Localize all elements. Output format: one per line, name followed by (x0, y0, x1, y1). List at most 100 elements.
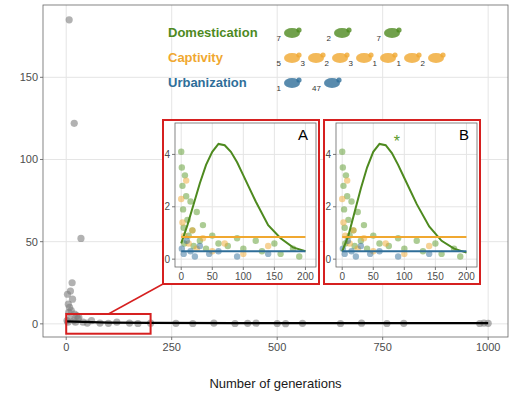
plot-background (43, 5, 508, 337)
grid-line (243, 123, 244, 267)
point (66, 16, 73, 23)
panel-letter: A (298, 126, 308, 143)
point (344, 177, 350, 183)
point (361, 222, 367, 228)
legend-icon (296, 77, 301, 82)
x-tick-label: 0 (339, 271, 345, 282)
legend-count: 5 (277, 59, 282, 68)
point (353, 253, 359, 259)
point (382, 240, 388, 246)
point (194, 209, 200, 215)
tick-mark (342, 267, 343, 270)
tick-mark (373, 267, 374, 270)
series-line (66, 321, 488, 323)
tick-mark (172, 154, 175, 155)
point (395, 253, 401, 259)
legend-count: 1 (277, 84, 282, 93)
x-tick-label: 750 (373, 341, 391, 353)
grid-line (342, 123, 343, 267)
marks (178, 144, 305, 260)
tick-mark (333, 154, 336, 155)
legend-icon (392, 52, 397, 57)
legend-icon (346, 27, 351, 32)
series-line (342, 144, 466, 253)
tick-mark (243, 267, 244, 270)
point (432, 240, 438, 246)
x-tick-label: 1000 (476, 341, 500, 353)
point (221, 240, 227, 246)
point (348, 198, 354, 204)
tick-mark (277, 337, 278, 340)
tick-mark (172, 259, 175, 260)
point (340, 219, 346, 225)
grid-line (212, 123, 213, 267)
grid-line (175, 154, 316, 155)
plot-background (175, 123, 316, 267)
x-tick-label: 50 (368, 271, 380, 282)
chart-root: 02505007501000050100150Number of generat… (0, 0, 515, 401)
point (179, 219, 185, 225)
y-tick-label: 2 (164, 201, 170, 212)
point (339, 149, 345, 155)
x-tick-label: 100 (235, 271, 252, 282)
tick-mark (66, 337, 67, 340)
grid-line (43, 77, 508, 78)
grid-line (305, 123, 306, 267)
point (234, 253, 240, 259)
x-tick-label: 50 (207, 271, 219, 282)
y-tick-label: 150 (20, 71, 38, 83)
marks (339, 144, 466, 260)
y-tick-label: 0 (164, 254, 170, 265)
point (339, 196, 345, 202)
legend-count: 1 (373, 59, 378, 68)
point (183, 177, 189, 183)
legend-icon (396, 27, 401, 32)
point (189, 227, 195, 233)
y-tick-label: 50 (26, 236, 38, 248)
y-tick-label: 2 (325, 201, 331, 212)
x-tick-label: 500 (268, 341, 286, 353)
point (197, 243, 203, 249)
point (296, 253, 302, 259)
series-line (342, 250, 466, 252)
tick-mark (40, 77, 43, 78)
series-line (181, 250, 305, 252)
y-tick-label: 0 (32, 318, 38, 330)
point (192, 253, 198, 259)
legend-count: 2 (327, 34, 332, 43)
grid-line (466, 123, 467, 267)
tick-mark (305, 267, 306, 270)
tick-mark (171, 337, 172, 340)
grid-line (336, 206, 477, 207)
series-line (342, 236, 466, 238)
legend-icon (344, 52, 349, 57)
point (179, 164, 185, 170)
legend-count: 7 (277, 34, 282, 43)
point (178, 196, 184, 202)
legend-label: Domestication (168, 25, 258, 40)
point (200, 222, 206, 228)
zoom-box (66, 314, 150, 334)
point (71, 120, 78, 127)
point (77, 235, 84, 242)
zoom-connector (108, 284, 163, 314)
point (69, 279, 76, 286)
marks (63, 16, 491, 327)
plot-border (336, 123, 477, 267)
tick-mark (40, 323, 43, 324)
point (340, 183, 346, 189)
x-tick-label: 100 (396, 271, 413, 282)
x-tick-label: 150 (427, 271, 444, 282)
x-tick-label: 150 (266, 271, 283, 282)
panel-letter: B (459, 126, 469, 143)
point (340, 164, 346, 170)
inset-frame (324, 120, 480, 284)
tick-mark (212, 267, 213, 270)
legend-count: 1 (397, 59, 402, 68)
point (253, 238, 259, 244)
tick-mark (466, 267, 467, 270)
point (69, 296, 76, 303)
x-tick-label: 0 (63, 341, 69, 353)
legend-icon (368, 52, 373, 57)
point (265, 243, 271, 249)
